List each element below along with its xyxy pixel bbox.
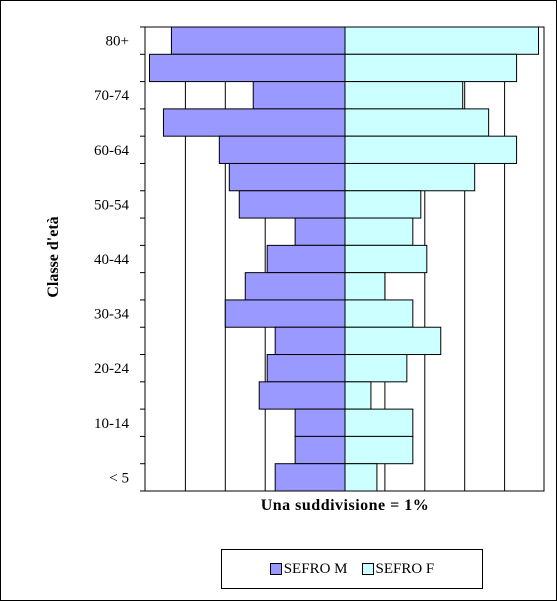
bar-female-9 — [344, 272, 386, 301]
y-tick-label: 10-14 — [94, 416, 129, 432]
y-tick-label: < 5 — [109, 470, 129, 486]
bar-male-4 — [218, 135, 346, 164]
bar-male-3 — [162, 108, 346, 137]
legend-swatch-male — [269, 563, 282, 575]
axes — [140, 26, 545, 492]
y-tick-label: 40-44 — [94, 252, 129, 268]
y-tick-label: 20-24 — [94, 361, 129, 377]
bar-female-14 — [344, 408, 414, 437]
bar-female-5 — [344, 162, 476, 192]
bar-male-9 — [244, 272, 346, 301]
legend-label-male: SEFRO M — [283, 560, 348, 577]
y-tick-label: 70-74 — [94, 88, 129, 104]
bar-male-8 — [266, 244, 346, 274]
bar-female-6 — [344, 190, 422, 219]
bar-female-16 — [344, 463, 378, 492]
x-axis-title: Una suddivisione = 1% — [260, 497, 430, 514]
bar-female-0 — [344, 26, 540, 55]
bar-female-2 — [344, 81, 464, 110]
y-tick-label: 50-54 — [94, 197, 129, 213]
bar-female-10 — [344, 299, 414, 328]
legend-swatch-female — [361, 563, 374, 575]
bars — [148, 26, 540, 492]
y-axis-title-text: Classe d'età — [45, 216, 62, 298]
bar-female-15 — [344, 435, 414, 465]
bar-male-1 — [148, 53, 346, 83]
bar-female-4 — [344, 135, 518, 164]
bar-male-15 — [294, 435, 346, 465]
bar-male-16 — [274, 463, 346, 492]
y-tick-label: 60-64 — [94, 143, 129, 159]
bar-female-11 — [344, 326, 442, 356]
bar-male-5 — [228, 162, 346, 192]
legend-label-female: SEFRO F — [375, 560, 435, 577]
bar-female-13 — [344, 381, 372, 410]
bar-male-10 — [224, 299, 346, 328]
bar-male-11 — [274, 326, 346, 356]
bar-female-8 — [344, 244, 428, 274]
bar-male-7 — [294, 217, 346, 246]
bar-male-0 — [170, 26, 346, 55]
tick-labels: 80+ 70-74 60-64 50-54 40-44 30-34 20-24 10-14 < … — [94, 34, 129, 487]
bar-male-14 — [294, 408, 346, 437]
bar-male-6 — [238, 190, 346, 219]
y-tick-label: 30-34 — [94, 307, 129, 323]
bar-female-7 — [344, 217, 414, 246]
bar-male-2 — [252, 81, 346, 110]
bar-female-12 — [344, 354, 408, 383]
bar-male-13 — [258, 381, 346, 410]
legend-item-male: SEFRO M — [269, 560, 348, 578]
bar-male-12 — [266, 354, 346, 383]
legend: SEFRO M SEFRO F — [221, 549, 483, 589]
y-tick-label: 80+ — [106, 34, 129, 50]
legend-item-female: SEFRO F — [361, 560, 435, 578]
bar-female-1 — [344, 53, 518, 83]
bar-female-3 — [344, 108, 490, 137]
